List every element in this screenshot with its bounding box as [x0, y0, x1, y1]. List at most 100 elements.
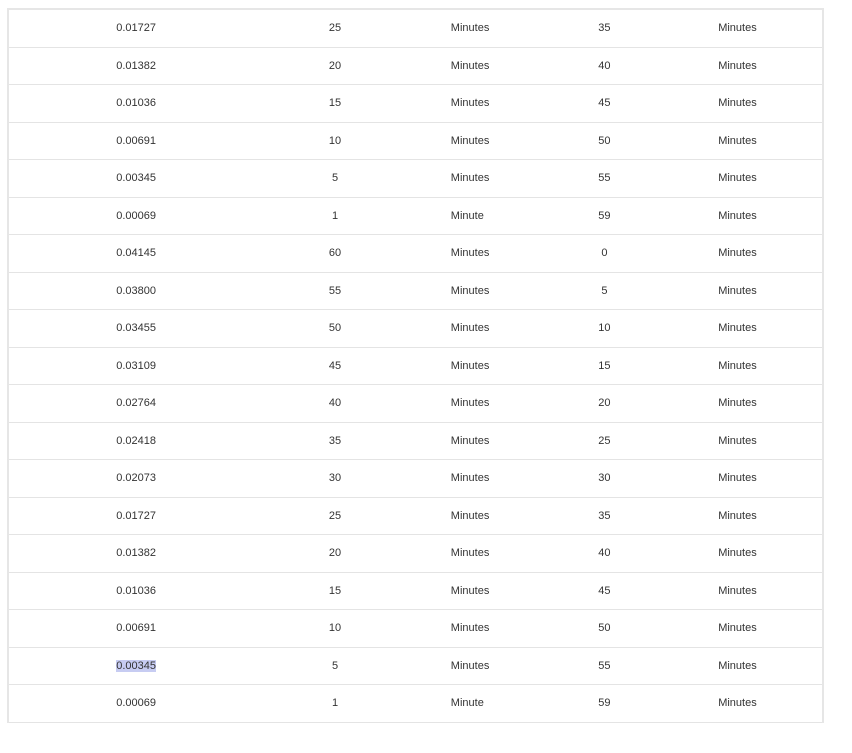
remaining-unit-cell: Minutes — [672, 84, 823, 123]
cell-text: 55 — [328, 284, 342, 297]
cell-text: 0.02764 — [116, 397, 156, 410]
remaining-unit-cell: Minutes — [672, 272, 823, 310]
remaining-cell: 10 — [536, 309, 673, 348]
remaining-cell: 40 — [536, 47, 673, 85]
unit-cell: Minutes — [406, 272, 537, 310]
remaining-unit-cell: Minutes — [672, 197, 823, 235]
minutes-cell: 40 — [263, 384, 407, 423]
minutes-cell: 10 — [263, 122, 407, 160]
cell-text: 10 — [328, 134, 342, 147]
cell-text: Minutes — [450, 284, 490, 297]
remaining-cell: 45 — [536, 84, 673, 123]
cell-text: 45 — [328, 359, 342, 372]
cell-text: Minutes — [450, 134, 490, 147]
remaining-unit-cell: Minutes — [672, 497, 823, 535]
cell-text: Minutes — [718, 584, 757, 597]
table-row: 0.03800 55 Minutes 5 Minutes — [8, 272, 823, 310]
conversion-table: 0.01727 25 Minutes 35 Minutes 0.01382 20 Minute… — [7, 8, 824, 723]
cell-text: 0.00691 — [116, 134, 156, 147]
cell-text: 0.00691 — [116, 622, 156, 635]
cell-text: 30 — [328, 472, 342, 485]
table-body: 0.01727 25 Minutes 35 Minutes 0.01382 20 Minute… — [8, 9, 823, 723]
cell-text: Minutes — [450, 622, 490, 635]
minutes-cell: 30 — [263, 459, 407, 498]
cell-text: 0.00069 — [116, 209, 156, 222]
remaining-cell: 35 — [536, 497, 673, 535]
table-row: 0.00345 5 Minutes 55 Minutes — [8, 159, 823, 198]
value-cell: 0.00069 — [8, 197, 264, 235]
cell-text: 0.04145 — [116, 247, 156, 260]
cell-text: 59 — [598, 697, 611, 710]
unit-cell: Minutes — [406, 647, 537, 685]
remaining-cell: 59 — [536, 684, 673, 723]
value-cell: 0.02073 — [8, 459, 264, 498]
cell-text: Minutes — [450, 22, 490, 35]
table-row: 0.01382 20 Minutes 40 Minutes — [8, 534, 823, 573]
unit-cell: Minute — [406, 684, 537, 723]
cell-text: Minutes — [718, 134, 757, 147]
remaining-cell: 5 — [536, 272, 673, 310]
cell-text: 15 — [328, 97, 342, 110]
unit-cell: Minutes — [406, 84, 537, 123]
cell-text: Minutes — [718, 322, 757, 335]
table-row: 0.01727 25 Minutes 35 Minutes — [8, 497, 823, 535]
remaining-cell: 30 — [536, 459, 673, 498]
minutes-cell: 60 — [263, 234, 407, 273]
remaining-unit-cell: Minutes — [672, 459, 823, 498]
cell-text: Minute — [450, 697, 484, 710]
table-row: 0.00069 1 Minute 59 Minutes — [8, 197, 823, 235]
cell-text: Minutes — [718, 172, 757, 185]
cell-text: 25 — [328, 509, 342, 522]
cell-text: 0.01036 — [116, 97, 156, 110]
unit-cell: Minutes — [406, 309, 537, 348]
cell-text: 40 — [598, 59, 611, 72]
table-row: 0.01382 20 Minutes 40 Minutes — [8, 47, 823, 85]
cell-text: 0.00345 — [116, 659, 156, 672]
minutes-cell: 45 — [263, 347, 407, 385]
cell-text: 10 — [328, 622, 342, 635]
unit-cell: Minutes — [406, 47, 537, 85]
cell-text: Minutes — [450, 172, 490, 185]
remaining-cell: 50 — [536, 122, 673, 160]
table-row: 0.03109 45 Minutes 15 Minutes — [8, 347, 823, 385]
table-row: 0.00691 10 Minutes 50 Minutes — [8, 609, 823, 648]
table-row: 0.04145 60 Minutes 0 Minutes — [8, 234, 823, 273]
cell-text: Minutes — [450, 584, 490, 597]
minutes-cell: 5 — [263, 159, 407, 198]
unit-cell: Minutes — [406, 459, 537, 498]
cell-text: 0.03109 — [116, 359, 156, 372]
table-row: 0.01727 25 Minutes 35 Minutes — [8, 9, 823, 48]
cell-text: Minutes — [450, 97, 490, 110]
cell-text: 0.01382 — [116, 547, 156, 560]
remaining-cell: 50 — [536, 609, 673, 648]
cell-text: 30 — [598, 472, 611, 485]
value-cell: 0.04145 — [8, 234, 264, 273]
minutes-cell: 25 — [263, 497, 407, 535]
cell-text: Minutes — [718, 97, 757, 110]
cell-text: 25 — [598, 434, 611, 447]
unit-cell: Minute — [406, 197, 537, 235]
table-row: 0.00345 5 Minutes 55 Minutes — [8, 647, 823, 685]
minutes-cell: 55 — [263, 272, 407, 310]
cell-text: 35 — [598, 509, 611, 522]
value-cell: 0.01382 — [8, 534, 264, 573]
value-cell: 0.03109 — [8, 347, 264, 385]
cell-text: Minutes — [450, 59, 490, 72]
table-row: 0.03455 50 Minutes 10 Minutes — [8, 309, 823, 348]
cell-text: 0.03455 — [116, 322, 156, 335]
cell-text: Minutes — [450, 472, 490, 485]
cell-text: 0.01036 — [116, 584, 156, 597]
remaining-unit-cell: Minutes — [672, 384, 823, 423]
table-row: 0.02764 40 Minutes 20 Minutes — [8, 384, 823, 423]
cell-text: 45 — [598, 97, 611, 110]
value-cell: 0.01036 — [8, 84, 264, 123]
cell-text: Minutes — [718, 472, 757, 485]
unit-cell: Minutes — [406, 534, 537, 573]
cell-text: Minutes — [450, 397, 490, 410]
minutes-cell: 5 — [263, 647, 407, 685]
remaining-unit-cell: Minutes — [672, 9, 823, 48]
cell-text: Minutes — [718, 547, 757, 560]
minutes-cell: 15 — [263, 572, 407, 610]
unit-cell: Minutes — [406, 234, 537, 273]
cell-text: 0.02073 — [116, 472, 156, 485]
